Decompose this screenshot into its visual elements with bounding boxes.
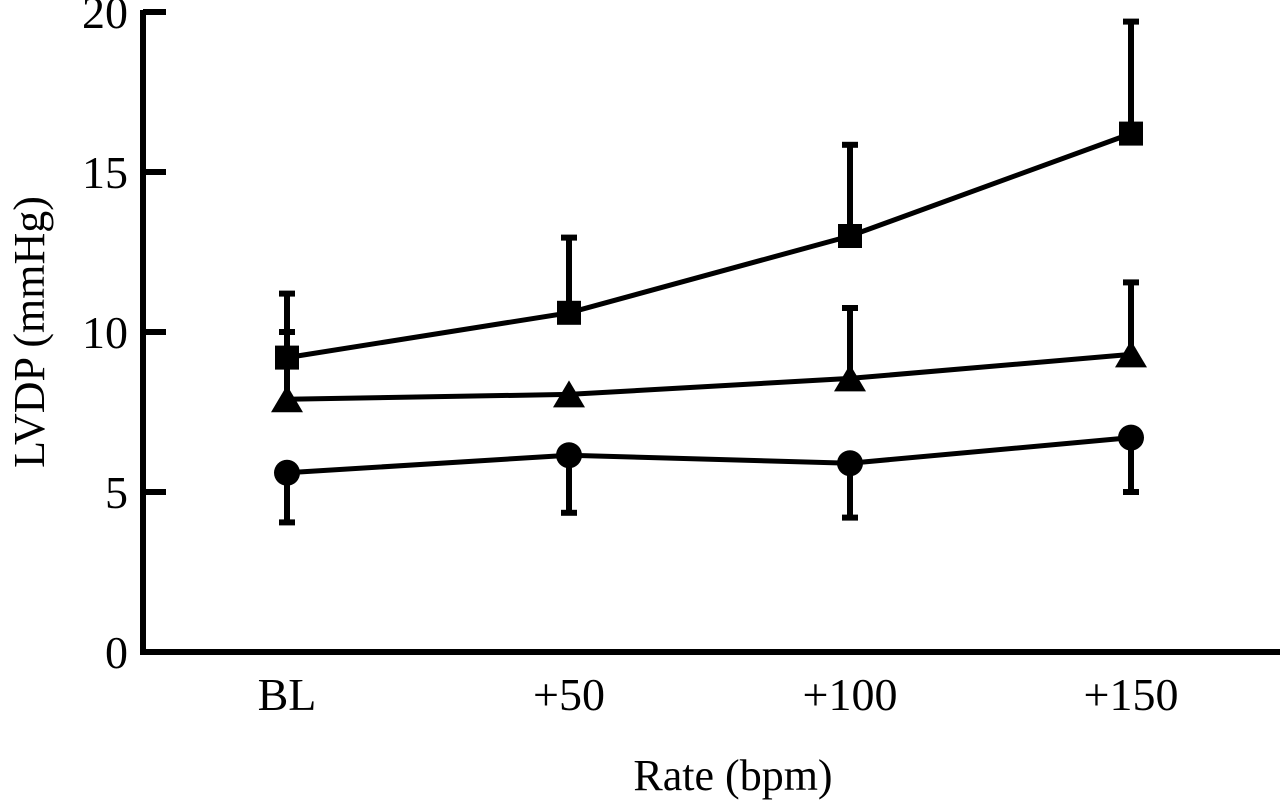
labels: Rate (bpm) LVDP (mmHg) [5,196,833,800]
series-circle [274,424,1144,526]
y-tick-label: 10 [82,307,128,358]
triangle-marker [834,364,866,392]
y-tick-label: 20 [82,0,128,38]
series-layer [271,18,1147,526]
circle-marker [1118,424,1144,451]
square-marker [838,224,862,248]
y-tick-label: 5 [105,467,128,518]
x-tick-label: BL [258,669,317,720]
triangle-marker [1115,340,1147,368]
y-tick-label: 15 [82,147,128,198]
x-tick-label: +50 [533,669,605,720]
y-tick-label: 0 [105,627,128,678]
circle-marker [556,442,582,469]
circle-marker [274,459,300,486]
series-line [286,131,1132,361]
square-marker [557,300,581,325]
x-tick-label: +150 [1084,669,1179,720]
series-square [275,18,1143,370]
series-triangle [271,279,1147,413]
series-line [286,351,1132,402]
y-axis-title: LVDP (mmHg) [5,196,54,468]
circle-marker [837,450,863,477]
axes: 0 5 10 15 20 BL +50 +100 +150 [82,0,1280,720]
series-line [286,435,1132,476]
x-axis-title: Rate (bpm) [633,751,832,800]
x-tick-label: +100 [803,669,898,720]
square-marker [1119,121,1143,146]
triangle-marker [271,385,303,413]
triangle-marker [553,380,585,408]
